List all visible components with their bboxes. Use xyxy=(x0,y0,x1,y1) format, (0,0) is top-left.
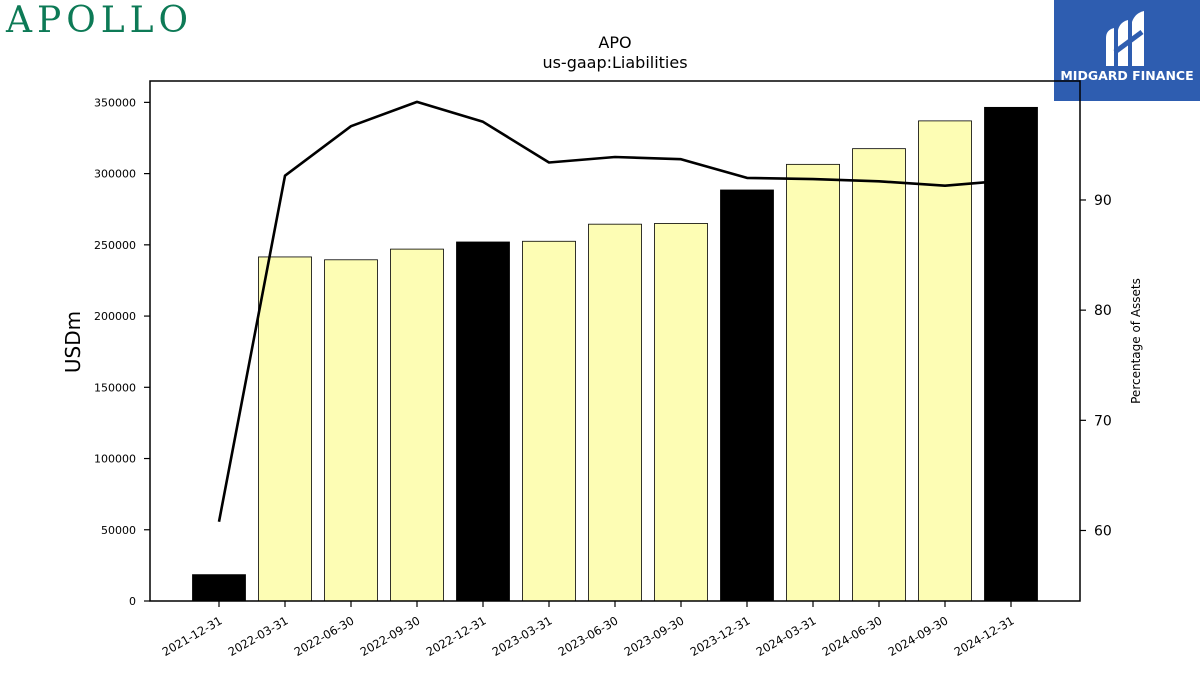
x-tick-label: 2024-12-31 xyxy=(952,613,1017,659)
bar-2024-09-30 xyxy=(918,120,972,602)
y2-axis-label: Percentage of Assets xyxy=(1129,278,1143,404)
y2-tick-label: 70 xyxy=(1094,413,1112,429)
bar-2022-09-30 xyxy=(390,248,444,602)
x-tick-label: 2024-09-30 xyxy=(886,613,951,659)
x-tick-label: 2022-03-31 xyxy=(226,613,291,659)
chart-subtitle: us-gaap:Liabilities xyxy=(542,53,688,72)
bar-2023-09-30 xyxy=(654,223,708,602)
bar-2023-06-30 xyxy=(588,223,642,602)
bar-2022-12-31 xyxy=(456,241,510,602)
x-tick-label: 2024-06-30 xyxy=(820,613,885,659)
y-tick-label: 250000 xyxy=(94,239,136,252)
x-tick-label: 2023-03-31 xyxy=(490,613,555,659)
midgard-finance-name: MIDGARD FINANCE xyxy=(1060,68,1194,83)
x-tick-label: 2022-06-30 xyxy=(292,613,357,659)
x-tick-label: 2021-12-31 xyxy=(160,613,225,659)
apollo-logo: APOLLO xyxy=(6,0,194,41)
bar-2024-03-31 xyxy=(786,163,840,602)
y2-tick-label: 90 xyxy=(1094,193,1112,209)
bar-2022-03-31 xyxy=(258,256,312,602)
y-tick-label: 350000 xyxy=(94,96,136,109)
y-tick-label: 200000 xyxy=(94,310,136,323)
x-tick-label: 2024-03-31 xyxy=(754,613,819,659)
y2-tick-label: 60 xyxy=(1094,523,1112,539)
x-tick-label: 2022-12-31 xyxy=(424,613,489,659)
x-tick-label: 2023-06-30 xyxy=(556,613,621,659)
y2-tick-label: 80 xyxy=(1094,303,1112,319)
bar-2022-06-30 xyxy=(324,259,378,602)
y-tick-label: 0 xyxy=(129,595,136,608)
chart-title: APO xyxy=(598,33,632,52)
bar-2024-06-30 xyxy=(852,148,906,602)
y-tick-label: 150000 xyxy=(94,381,136,394)
bar-2023-12-31 xyxy=(720,189,774,602)
y-tick-label: 100000 xyxy=(94,453,136,466)
midgard-mark-icon xyxy=(1106,11,1144,66)
x-tick-label: 2023-09-30 xyxy=(622,613,687,659)
x-tick-label: 2022-09-30 xyxy=(358,613,423,659)
bar-2023-03-31 xyxy=(522,240,576,602)
y-tick-label: 300000 xyxy=(94,168,136,181)
midgard-finance-logo: MIDGARD FINANCE xyxy=(1054,0,1200,101)
y-tick-label: 50000 xyxy=(101,524,136,537)
bar-2021-12-31 xyxy=(192,574,246,602)
x-tick-label: 2023-12-31 xyxy=(688,613,753,659)
percentage-of-assets-line xyxy=(217,100,1012,522)
bars-layer xyxy=(192,106,1038,602)
y-axis-label: USDm xyxy=(61,311,85,373)
